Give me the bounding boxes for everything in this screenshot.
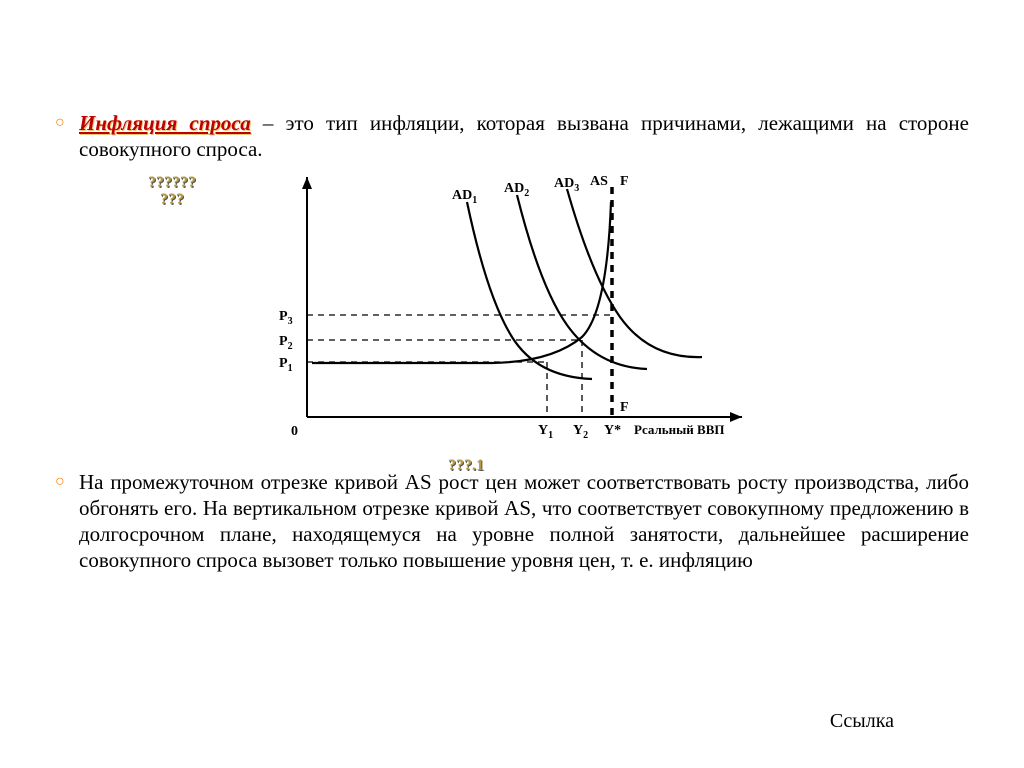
svg-text:Y1: Y1 [538, 423, 553, 441]
svg-text:Y2: Y2 [573, 423, 588, 441]
svg-text:F: F [620, 400, 629, 415]
bullet-row-1: ○ Инфляция спроса – это тип инфляции, ко… [55, 110, 969, 163]
svg-text:F: F [620, 174, 629, 189]
svg-text:Рсальный ВВП: Рсальный ВВП [634, 422, 725, 437]
bullet-row-2: ○ На промежуточном отрезке кривой AS рос… [55, 469, 969, 574]
figure-caption: ???.1 [448, 457, 484, 475]
bullet-icon: ○ [55, 469, 79, 495]
question-marks-line1: ?????? [148, 175, 196, 192]
slide: ○ Инфляция спроса – это тип инфляции, ко… [0, 0, 1024, 768]
svg-text:0: 0 [291, 424, 298, 439]
svg-text:AD1: AD1 [452, 188, 477, 206]
term-inflation-demand: Инфляция спроса [79, 111, 251, 135]
svg-text:P1: P1 [279, 356, 293, 374]
svg-text:AS: AS [590, 174, 608, 189]
svg-text:P2: P2 [279, 334, 293, 352]
paragraph-1: Инфляция спроса – это тип инфляции, кото… [79, 110, 969, 163]
question-marks: ?????? ??? [148, 175, 196, 209]
question-marks-line2: ??? [148, 192, 196, 209]
paragraph-2: На промежуточном отрезке кривой AS рост … [79, 469, 969, 574]
svg-text:P3: P3 [279, 309, 293, 327]
bullet-icon: ○ [55, 110, 79, 136]
svg-text:Y*: Y* [604, 423, 621, 438]
demand-inflation-chart: 0P1P2P3Y1Y2Y*Рсальный ВВПAD1AD2AD3ASFF [252, 167, 772, 447]
reference-link[interactable]: Ссылка [830, 710, 894, 733]
